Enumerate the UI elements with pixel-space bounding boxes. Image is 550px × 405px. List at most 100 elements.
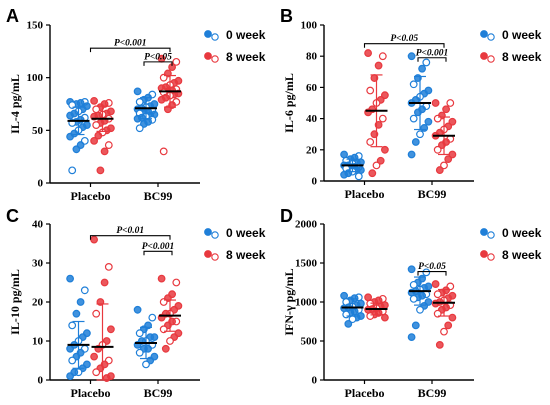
data-point (431, 99, 440, 107)
data-point (440, 327, 448, 336)
data-point (66, 372, 74, 381)
data-point (72, 309, 81, 318)
legend-label: 8 week (502, 248, 542, 262)
panel-letter: B (280, 6, 293, 26)
data-point (422, 268, 431, 277)
legend-label: 0 week (502, 28, 542, 42)
legend-marker (204, 250, 212, 258)
data-point (407, 52, 416, 61)
y-tick-label: 0 (312, 375, 318, 387)
y-tick-label: 60 (306, 82, 318, 94)
legend-label: 0 week (502, 226, 542, 240)
x-tick-label: BC99 (144, 386, 173, 400)
data-point (142, 360, 150, 369)
data-point (366, 138, 375, 146)
data-point (340, 150, 349, 159)
data-point (440, 161, 448, 170)
data-point (409, 80, 418, 89)
y-axis-label: IL-4 pg/mL (8, 74, 22, 134)
data-point (416, 130, 424, 139)
data-point (378, 52, 387, 61)
y-tick-label: 40 (32, 219, 44, 231)
legend-marker (211, 55, 219, 63)
legend-label: 8 week (226, 50, 266, 64)
data-point (433, 114, 442, 123)
significance-label: P<0.05 (144, 52, 172, 62)
data-point (446, 99, 455, 107)
data-point (76, 298, 85, 306)
data-point (411, 138, 420, 146)
significance-label: P<0.05 (390, 34, 418, 44)
x-tick-label: Placebo (345, 187, 385, 201)
data-point (90, 352, 98, 361)
data-point (368, 169, 377, 178)
data-point (100, 278, 109, 287)
data-point (422, 58, 431, 67)
significance-bracket (363, 43, 445, 48)
legend-label: 0 week (226, 226, 266, 240)
panel-c: 0 10 20 30 40 Placebo BC99 IL-10 pg/mL C P<0.01 P<… (6, 206, 266, 400)
significance-bracket (417, 57, 447, 62)
data-point (92, 105, 101, 114)
data-point (66, 132, 74, 141)
data-point (366, 86, 375, 95)
legend-label: 0 week (226, 28, 266, 42)
data-point (340, 291, 349, 300)
legend-marker (204, 30, 212, 38)
data-point (411, 321, 420, 330)
legend-label: 8 week (502, 50, 542, 64)
data-point (444, 155, 453, 164)
significance-label: P<0.001 (416, 48, 449, 58)
panel-a: 0 50 100 150 Placebo BC99 IL-4 pg/mL A P<0.001 P<… (6, 6, 266, 203)
data-point (133, 305, 142, 314)
data-point (420, 124, 429, 132)
y-tick-label: 80 (306, 51, 318, 63)
legend-marker (487, 231, 495, 239)
y-tick-label: 20 (306, 144, 318, 156)
panel-letter: A (6, 6, 19, 26)
data-point (135, 329, 144, 338)
data-point (90, 96, 98, 105)
x-tick-label: Placebo (345, 386, 385, 400)
data-point (376, 156, 385, 165)
data-point (96, 166, 105, 175)
legend-marker (480, 52, 488, 60)
data-point (90, 235, 98, 244)
data-point (133, 114, 142, 123)
significance-label: P<0.001 (114, 39, 147, 49)
panel-d: 0 500 1000 1500 2000 Placebo BC99 IFN-γ pg/mL D P… (280, 206, 542, 400)
y-axis-label: IFN-γ pg/mL (282, 268, 296, 335)
data-point (409, 294, 418, 303)
data-point (378, 114, 387, 123)
data-point (92, 309, 101, 318)
panel-letter: D (280, 206, 293, 226)
data-point (66, 111, 74, 120)
data-point (344, 319, 353, 328)
data-point (433, 309, 442, 318)
data-point (381, 313, 389, 322)
data-point (92, 121, 101, 129)
data-point (381, 145, 389, 154)
data-point (409, 280, 418, 289)
y-tick-label: 1000 (295, 297, 318, 309)
significance-bracket (89, 235, 171, 240)
data-point (444, 321, 453, 330)
x-tick-label: BC99 (418, 386, 447, 400)
y-tick-label: 1500 (295, 258, 318, 270)
legend-marker (487, 33, 495, 41)
x-tick-label: Placebo (71, 386, 111, 400)
data-point (104, 263, 113, 271)
data-point (80, 286, 89, 295)
data-point (66, 274, 74, 283)
y-tick-label: 40 (306, 113, 318, 125)
data-point (448, 117, 457, 126)
legend-marker (487, 55, 495, 63)
y-tick-label: 100 (27, 72, 44, 84)
data-point (172, 57, 181, 66)
significance-bracket (143, 250, 173, 256)
y-axis-label: IL-10 pg/mL (8, 269, 22, 335)
y-tick-label: 2000 (295, 219, 318, 231)
data-point (409, 114, 418, 123)
